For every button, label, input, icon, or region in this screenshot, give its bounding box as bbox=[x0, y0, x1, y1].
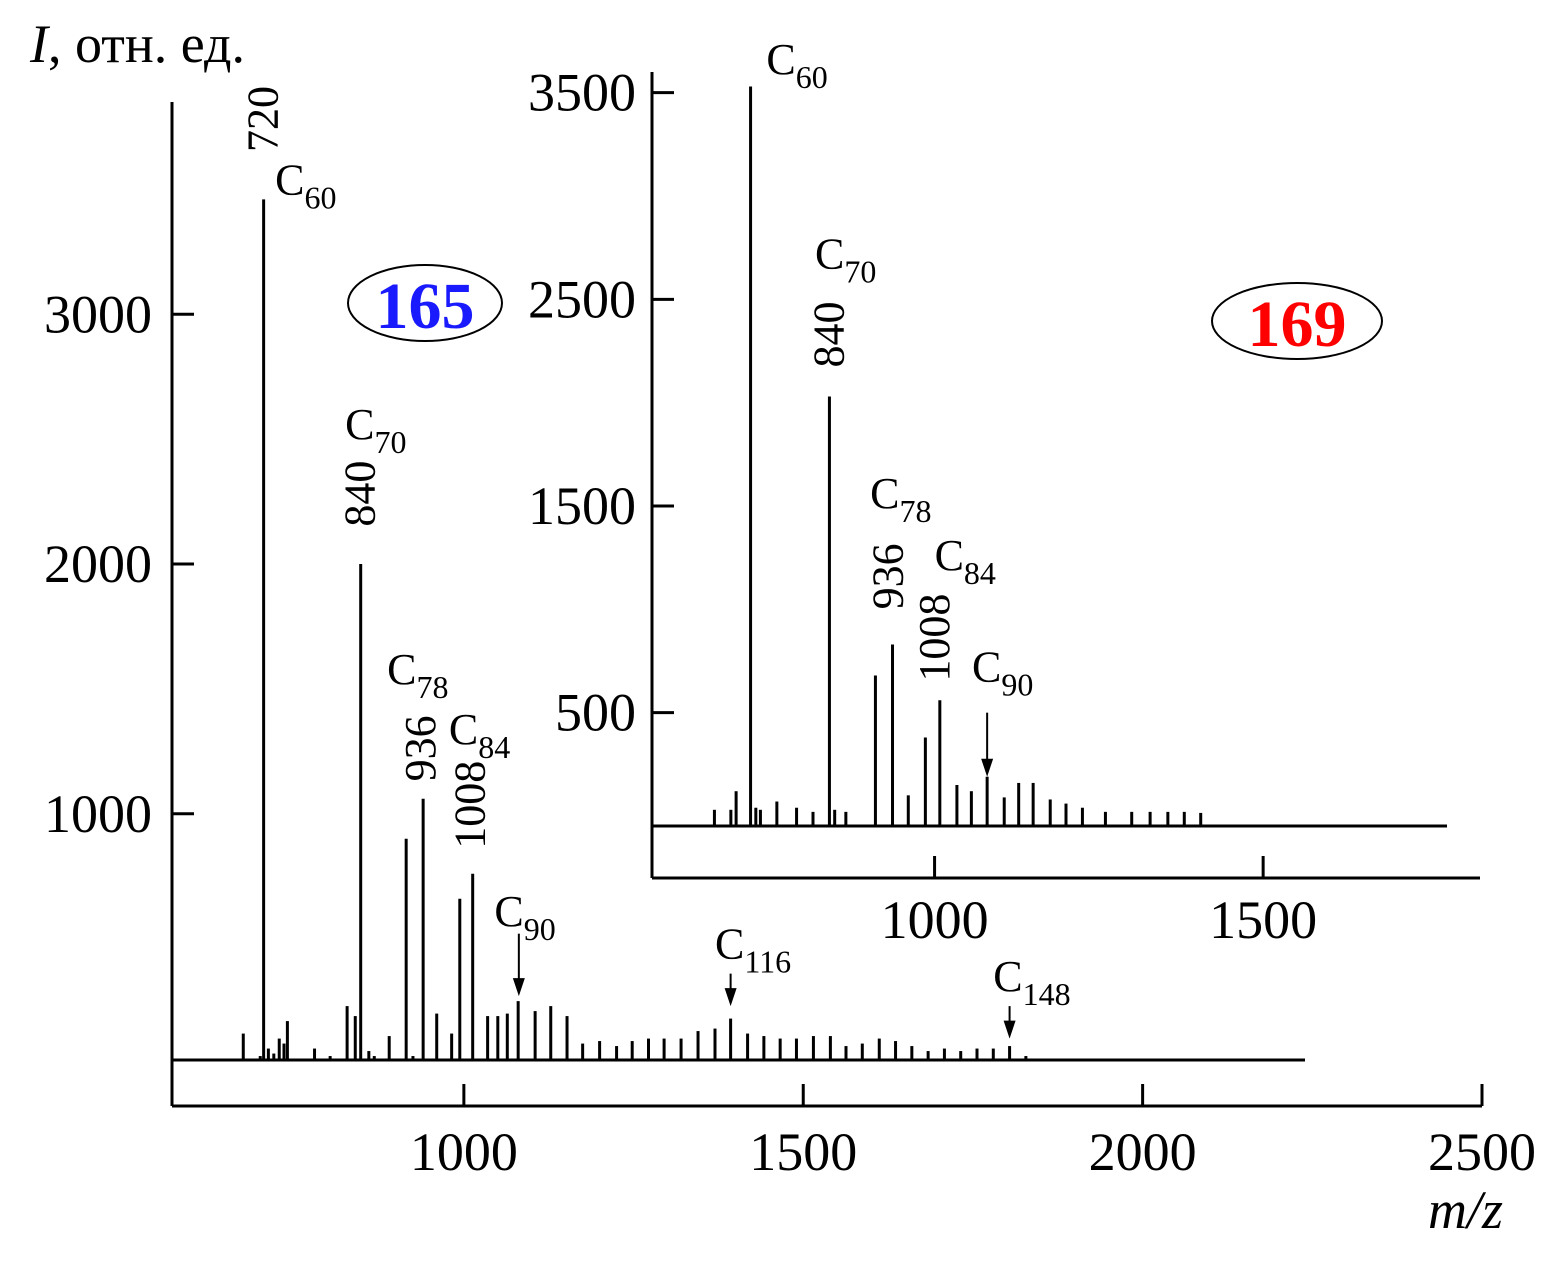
peak-formula-label: C78 bbox=[387, 645, 448, 705]
peak-mass-label: 840 bbox=[336, 461, 385, 527]
y-tick-label: 2500 bbox=[528, 269, 636, 329]
x-tick-label: 2500 bbox=[1428, 1122, 1536, 1182]
y-tick-label: 1000 bbox=[44, 784, 152, 844]
peak-mass-label: 840 bbox=[804, 302, 853, 368]
formula-subscript: 90 bbox=[1001, 667, 1033, 703]
peak-formula-label: C116 bbox=[715, 920, 791, 980]
y-axis-title: I, отн. ед. bbox=[29, 14, 245, 74]
x-tick-label: 1000 bbox=[881, 890, 989, 950]
x-tick-label: 1000 bbox=[410, 1122, 518, 1182]
arrow-head bbox=[512, 978, 525, 997]
inset-spectrum: 1000 1500 500 1500 2500 3500 C60 C70 840 C78 936 C8… bbox=[528, 35, 1480, 950]
formula-subscript: 60 bbox=[796, 59, 828, 95]
peak-mass-label: 1008 bbox=[446, 761, 495, 849]
formula-subscript: 70 bbox=[374, 424, 406, 460]
peak-mass-label: 936 bbox=[864, 543, 913, 609]
x-tick-label: 1500 bbox=[1209, 890, 1317, 950]
peak-formula-label: C84 bbox=[449, 705, 510, 765]
peak-formula-label: C84 bbox=[935, 531, 996, 591]
formula-subscript: 148 bbox=[1023, 976, 1071, 1012]
peak-formula-label: C70 bbox=[815, 229, 876, 289]
peak-mass-label: 720 bbox=[239, 86, 288, 152]
sample-badge-label: 169 bbox=[1248, 288, 1347, 361]
sample-badge-label: 165 bbox=[376, 270, 475, 343]
formula-subscript: 70 bbox=[844, 253, 876, 289]
peak-mass-label: 1008 bbox=[910, 594, 959, 682]
formula-subscript: 78 bbox=[900, 493, 932, 529]
y-tick-label: 3500 bbox=[528, 63, 636, 123]
y-axis-units: , отн. ед. bbox=[48, 14, 245, 74]
formula-subscript: 90 bbox=[524, 911, 556, 947]
peak-formula-label: C90 bbox=[972, 643, 1033, 703]
y-axis-symbol: I bbox=[29, 14, 51, 74]
x-tick-label: 1500 bbox=[749, 1122, 857, 1182]
x-tick-label: 2000 bbox=[1089, 1122, 1197, 1182]
peak-formula-label: C78 bbox=[870, 469, 931, 529]
arrow-head bbox=[1003, 1020, 1016, 1039]
peak-formula-label: C70 bbox=[345, 400, 406, 460]
y-tick-label: 3000 bbox=[44, 284, 152, 344]
arrow-head bbox=[724, 988, 737, 1007]
y-tick-label: 500 bbox=[555, 683, 636, 743]
main-spectrum: 1000 1500 2000 2500100020003000720C60C70840… bbox=[29, 14, 1536, 1240]
formula-subscript: 84 bbox=[964, 555, 996, 591]
peak-formula-label: C60 bbox=[275, 155, 336, 215]
peak-formula-label: C148 bbox=[993, 952, 1070, 1012]
y-tick-label: 1500 bbox=[528, 476, 636, 536]
peak-formula-label: C60 bbox=[766, 35, 827, 95]
sample-badge-outline bbox=[347, 264, 503, 342]
peak-formula-label: C90 bbox=[494, 887, 555, 947]
formula-subscript: 78 bbox=[417, 669, 449, 705]
y-tick-label: 2000 bbox=[44, 534, 152, 594]
sample-badge-outline bbox=[1211, 282, 1383, 360]
formula-subscript: 84 bbox=[478, 729, 510, 765]
x-axis-title: m/z bbox=[1428, 1180, 1503, 1240]
formula-subscript: 60 bbox=[305, 179, 337, 215]
arrow-head bbox=[981, 758, 994, 777]
formula-subscript: 116 bbox=[744, 944, 791, 980]
peak-mass-label: 936 bbox=[396, 715, 445, 781]
